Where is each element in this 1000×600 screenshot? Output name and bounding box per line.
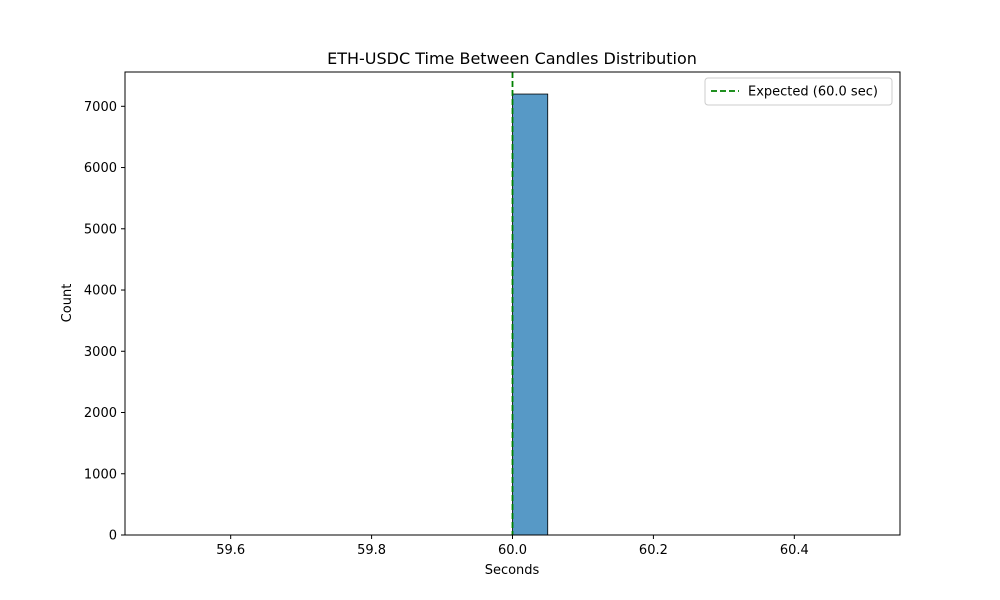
x-tick-label: 60.0: [498, 543, 527, 558]
x-tick-label: 59.8: [357, 543, 386, 558]
y-tick-label: 2000: [84, 406, 117, 421]
y-tick-label: 1000: [84, 467, 117, 482]
x-tick-label: 60.2: [639, 543, 668, 558]
y-axis-label: Count: [60, 284, 75, 323]
x-tick-label: 60.4: [780, 543, 809, 558]
y-tick-label: 7000: [84, 100, 117, 115]
x-axis-label: Seconds: [485, 563, 540, 578]
x-axis-ticks: 59.6 59.8 60.0 60.2 60.4: [216, 535, 809, 558]
y-tick-label: 4000: [84, 284, 117, 299]
y-tick-label: 3000: [84, 345, 117, 360]
y-axis-ticks: 0 1000 2000 3000 4000 5000 6000 7000: [84, 100, 125, 544]
histogram-bar-10: [512, 93, 549, 536]
legend-box: [704, 77, 893, 106]
x-tick-label: 59.6: [216, 543, 245, 558]
histogram-bars: [512, 93, 549, 536]
legend-label-expected: Expected (60.0 sec): [748, 85, 878, 100]
legend: Expected (60.0 sec): [704, 77, 893, 106]
y-tick-label: 6000: [84, 161, 117, 176]
y-tick-label: 5000: [84, 222, 117, 237]
y-tick-label: 0: [109, 529, 117, 544]
chart-title: ETH-USDC Time Between Candles Distributi…: [327, 49, 697, 68]
